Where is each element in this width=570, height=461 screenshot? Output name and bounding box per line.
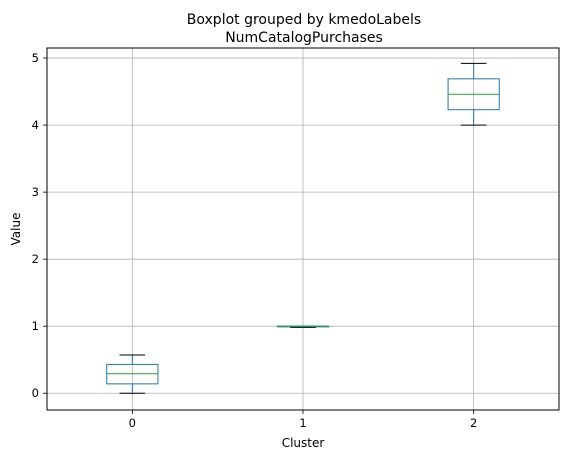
box-group-cluster-2 [447,62,500,126]
chart-subtitle: NumCatalogPurchases [225,30,383,46]
y-tick-label: 3 [32,185,39,199]
chart-title: Boxplot grouped by kmedoLabels [187,12,421,28]
y-tick-label: 4 [32,118,39,132]
y-axis-label: Value [9,213,23,246]
x-tick-label: 0 [129,416,136,430]
grid-lines [47,48,559,410]
x-tick-label: 1 [299,416,306,430]
box-group-cluster-1 [276,325,330,329]
y-tick-label: 0 [32,386,39,400]
box-group-cluster-0 [106,354,159,394]
x-axis-label: Cluster [282,436,325,450]
x-tick-label: 2 [470,416,477,430]
y-tick-label: 2 [32,252,39,266]
y-tick-label: 5 [32,51,39,65]
y-tick-label: 1 [32,319,39,333]
boxes [106,62,500,394]
axis-ticks: 0 1 2 3 4 5 0 1 2 [32,51,478,430]
